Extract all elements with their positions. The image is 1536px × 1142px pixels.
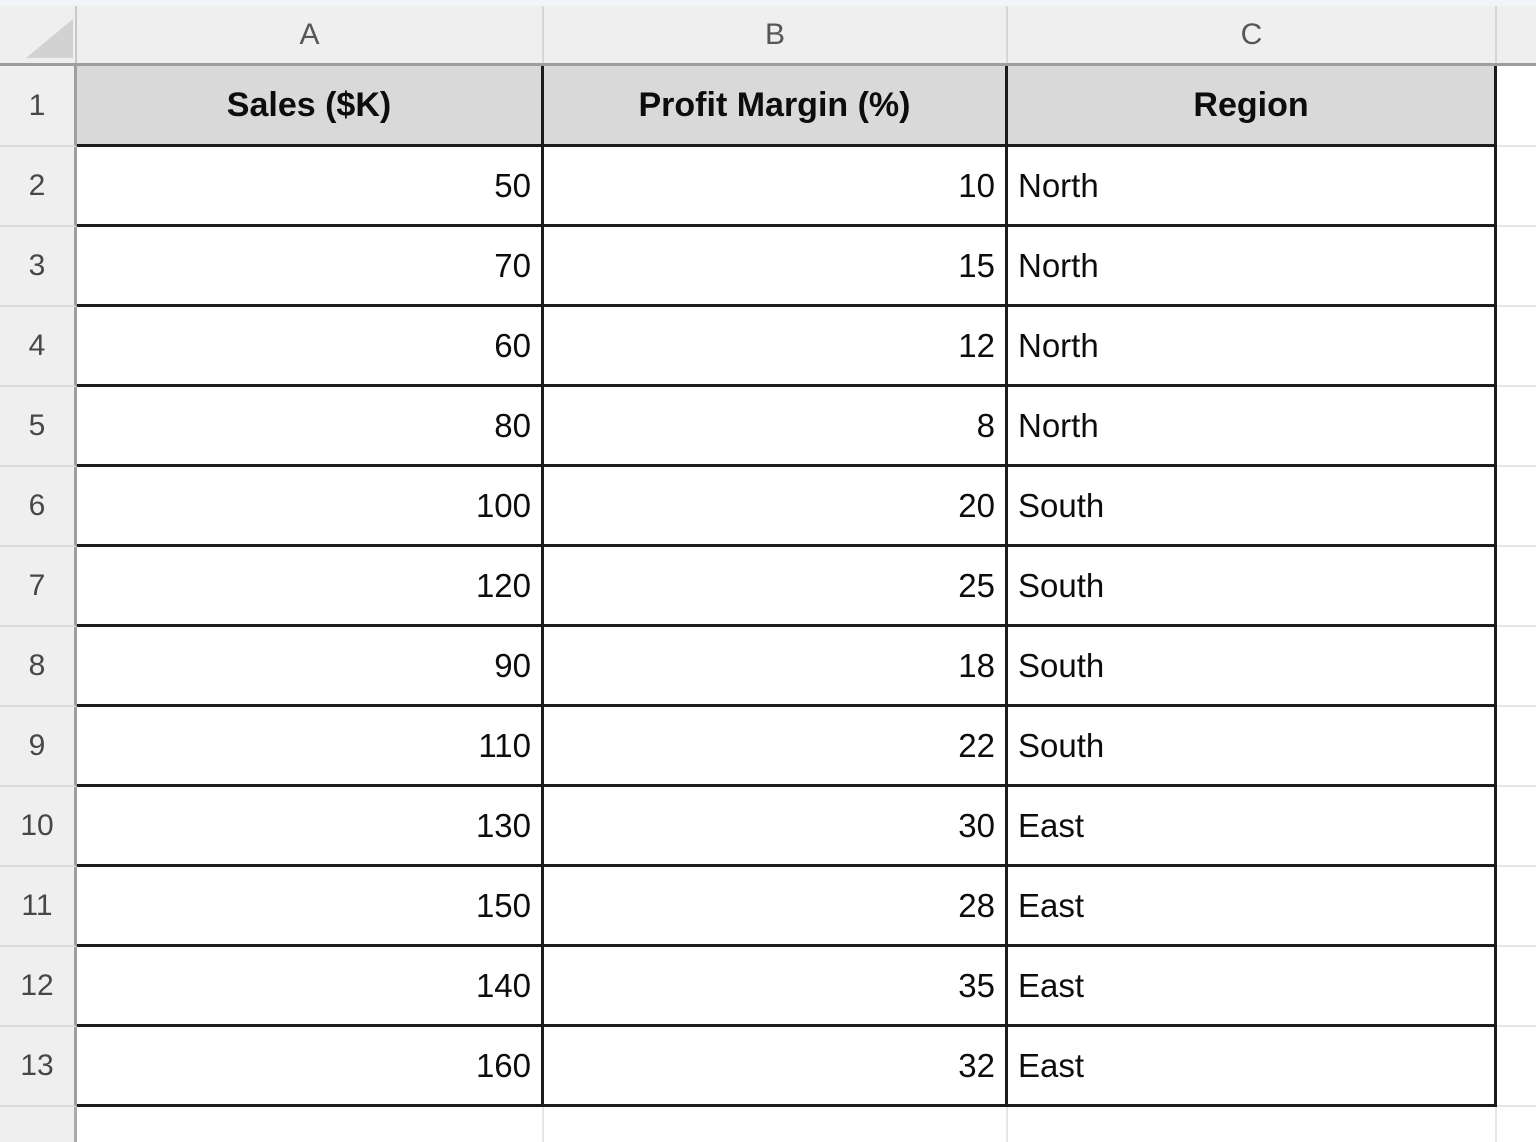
table-row: 8 90 18 South bbox=[0, 627, 1536, 707]
cell-region[interactable]: East bbox=[1008, 787, 1497, 867]
cell-empty[interactable] bbox=[544, 1107, 1008, 1142]
cell-sales[interactable]: 120 bbox=[77, 547, 544, 627]
cell-region[interactable]: South bbox=[1008, 467, 1497, 547]
table-row: 4 60 12 North bbox=[0, 307, 1536, 387]
cell-region[interactable]: North bbox=[1008, 227, 1497, 307]
row-header-partial[interactable] bbox=[0, 1107, 77, 1142]
table-row: 3 70 15 North bbox=[0, 227, 1536, 307]
cell-empty[interactable] bbox=[1497, 1107, 1536, 1142]
column-headers-row: A B C bbox=[0, 6, 1536, 66]
cell-margin[interactable]: 32 bbox=[544, 1027, 1008, 1107]
cell-region[interactable]: South bbox=[1008, 707, 1497, 787]
row-header[interactable]: 12 bbox=[0, 947, 77, 1027]
cell-margin[interactable]: 8 bbox=[544, 387, 1008, 467]
cell-empty[interactable] bbox=[1497, 387, 1536, 467]
table-row: 6 100 20 South bbox=[0, 467, 1536, 547]
cell-sales[interactable]: 130 bbox=[77, 787, 544, 867]
cell-empty[interactable] bbox=[1497, 147, 1536, 227]
row-header[interactable]: 10 bbox=[0, 787, 77, 867]
row-header[interactable]: 2 bbox=[0, 147, 77, 227]
cell-region[interactable]: North bbox=[1008, 307, 1497, 387]
cell-margin[interactable]: 18 bbox=[544, 627, 1008, 707]
cell-margin[interactable]: 22 bbox=[544, 707, 1008, 787]
row-header[interactable]: 4 bbox=[0, 307, 77, 387]
cell-sales[interactable]: 90 bbox=[77, 627, 544, 707]
cell-margin[interactable]: 10 bbox=[544, 147, 1008, 227]
table-header-row: 1 Sales ($K) Profit Margin (%) Region bbox=[0, 66, 1536, 147]
header-cell-margin[interactable]: Profit Margin (%) bbox=[544, 66, 1008, 147]
column-header-a[interactable]: A bbox=[77, 6, 544, 63]
cell-empty[interactable] bbox=[1497, 627, 1536, 707]
cell-margin[interactable]: 30 bbox=[544, 787, 1008, 867]
table-row: 9 110 22 South bbox=[0, 707, 1536, 787]
select-all-icon bbox=[26, 19, 73, 58]
partial-row bbox=[0, 1107, 1536, 1142]
cell-sales[interactable]: 100 bbox=[77, 467, 544, 547]
cell-empty[interactable] bbox=[1497, 707, 1536, 787]
row-header[interactable]: 11 bbox=[0, 867, 77, 947]
cell-region[interactable]: East bbox=[1008, 947, 1497, 1027]
cell-empty[interactable] bbox=[1497, 867, 1536, 947]
table-row: 13 160 32 East bbox=[0, 1027, 1536, 1107]
cell-empty[interactable] bbox=[1497, 947, 1536, 1027]
cell-margin[interactable]: 28 bbox=[544, 867, 1008, 947]
table-row: 5 80 8 North bbox=[0, 387, 1536, 467]
table-body: 2 50 10 North 3 70 15 North 4 60 12 Nort… bbox=[0, 147, 1536, 1107]
cell-empty[interactable] bbox=[1497, 547, 1536, 627]
cell-empty[interactable] bbox=[77, 1107, 544, 1142]
cell-sales[interactable]: 150 bbox=[77, 867, 544, 947]
cell-margin[interactable]: 12 bbox=[544, 307, 1008, 387]
row-header[interactable]: 9 bbox=[0, 707, 77, 787]
table-row: 2 50 10 North bbox=[0, 147, 1536, 227]
cell-sales[interactable]: 70 bbox=[77, 227, 544, 307]
table-row: 10 130 30 East bbox=[0, 787, 1536, 867]
cell-empty[interactable] bbox=[1497, 307, 1536, 387]
cell-region[interactable]: North bbox=[1008, 387, 1497, 467]
column-header-partial[interactable] bbox=[1497, 6, 1536, 63]
row-header[interactable]: 6 bbox=[0, 467, 77, 547]
row-header[interactable]: 1 bbox=[0, 66, 77, 147]
cell-margin[interactable]: 35 bbox=[544, 947, 1008, 1027]
cell-empty[interactable] bbox=[1497, 1027, 1536, 1107]
cell-sales[interactable]: 60 bbox=[77, 307, 544, 387]
cell-sales[interactable]: 110 bbox=[77, 707, 544, 787]
cell-empty[interactable] bbox=[1008, 1107, 1497, 1142]
table-row: 12 140 35 East bbox=[0, 947, 1536, 1027]
column-header-b[interactable]: B bbox=[544, 6, 1008, 63]
header-cell-sales[interactable]: Sales ($K) bbox=[77, 66, 544, 147]
row-header[interactable]: 3 bbox=[0, 227, 77, 307]
table-row: 11 150 28 East bbox=[0, 867, 1536, 947]
cell-empty[interactable] bbox=[1497, 787, 1536, 867]
cell-sales[interactable]: 160 bbox=[77, 1027, 544, 1107]
row-header[interactable]: 7 bbox=[0, 547, 77, 627]
row-header[interactable]: 5 bbox=[0, 387, 77, 467]
cell-sales[interactable]: 80 bbox=[77, 387, 544, 467]
cell-region[interactable]: East bbox=[1008, 1027, 1497, 1107]
header-cell-region[interactable]: Region bbox=[1008, 66, 1497, 147]
table-row: 7 120 25 South bbox=[0, 547, 1536, 627]
sheet-top-edge bbox=[0, 0, 1536, 6]
cell-margin[interactable]: 25 bbox=[544, 547, 1008, 627]
cell-region[interactable]: North bbox=[1008, 147, 1497, 227]
row-header[interactable]: 8 bbox=[0, 627, 77, 707]
cell-region[interactable]: South bbox=[1008, 627, 1497, 707]
column-header-c[interactable]: C bbox=[1008, 6, 1497, 63]
cell-empty[interactable] bbox=[1497, 227, 1536, 307]
row-header[interactable]: 13 bbox=[0, 1027, 77, 1107]
cell-region[interactable]: East bbox=[1008, 867, 1497, 947]
cell-empty[interactable] bbox=[1497, 66, 1536, 147]
cell-sales[interactable]: 140 bbox=[77, 947, 544, 1027]
cell-sales[interactable]: 50 bbox=[77, 147, 544, 227]
cell-margin[interactable]: 20 bbox=[544, 467, 1008, 547]
cell-margin[interactable]: 15 bbox=[544, 227, 1008, 307]
select-all-corner[interactable] bbox=[0, 6, 77, 63]
cell-empty[interactable] bbox=[1497, 467, 1536, 547]
cell-region[interactable]: South bbox=[1008, 547, 1497, 627]
